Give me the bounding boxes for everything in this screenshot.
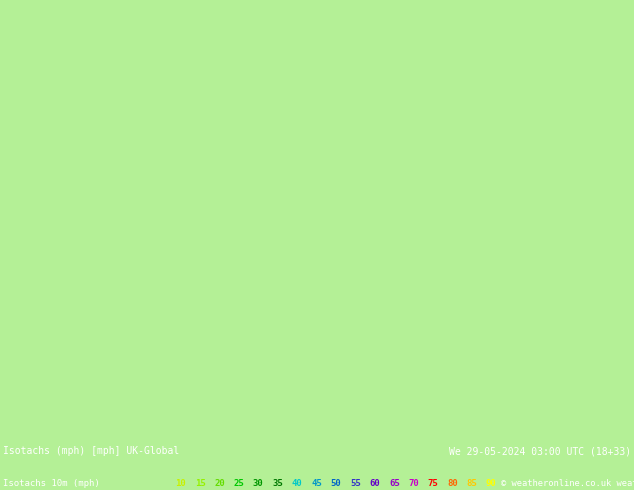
Text: 35: 35 [273, 479, 283, 488]
Text: 65: 65 [389, 479, 399, 488]
Text: 90: 90 [486, 479, 496, 488]
Text: Isotachs (mph) [mph] UK-Global: Isotachs (mph) [mph] UK-Global [3, 446, 179, 456]
Text: © weatheronline.co.uk weatheronline.co.uk: © weatheronline.co.uk weatheronline.co.u… [501, 479, 634, 488]
Text: 20: 20 [214, 479, 225, 488]
Text: 80: 80 [447, 479, 458, 488]
Text: Isotachs 10m (mph): Isotachs 10m (mph) [3, 479, 100, 488]
Text: 85: 85 [467, 479, 477, 488]
Text: 55: 55 [350, 479, 361, 488]
Text: 15: 15 [195, 479, 205, 488]
Text: 10: 10 [176, 479, 186, 488]
Text: 50: 50 [331, 479, 341, 488]
Text: 40: 40 [292, 479, 302, 488]
Text: 30: 30 [253, 479, 264, 488]
Text: 45: 45 [311, 479, 322, 488]
Text: 60: 60 [370, 479, 380, 488]
Text: We 29-05-2024 03:00 UTC (18+33): We 29-05-2024 03:00 UTC (18+33) [449, 446, 631, 456]
Text: 75: 75 [428, 479, 439, 488]
Text: 25: 25 [233, 479, 244, 488]
Text: 70: 70 [408, 479, 419, 488]
